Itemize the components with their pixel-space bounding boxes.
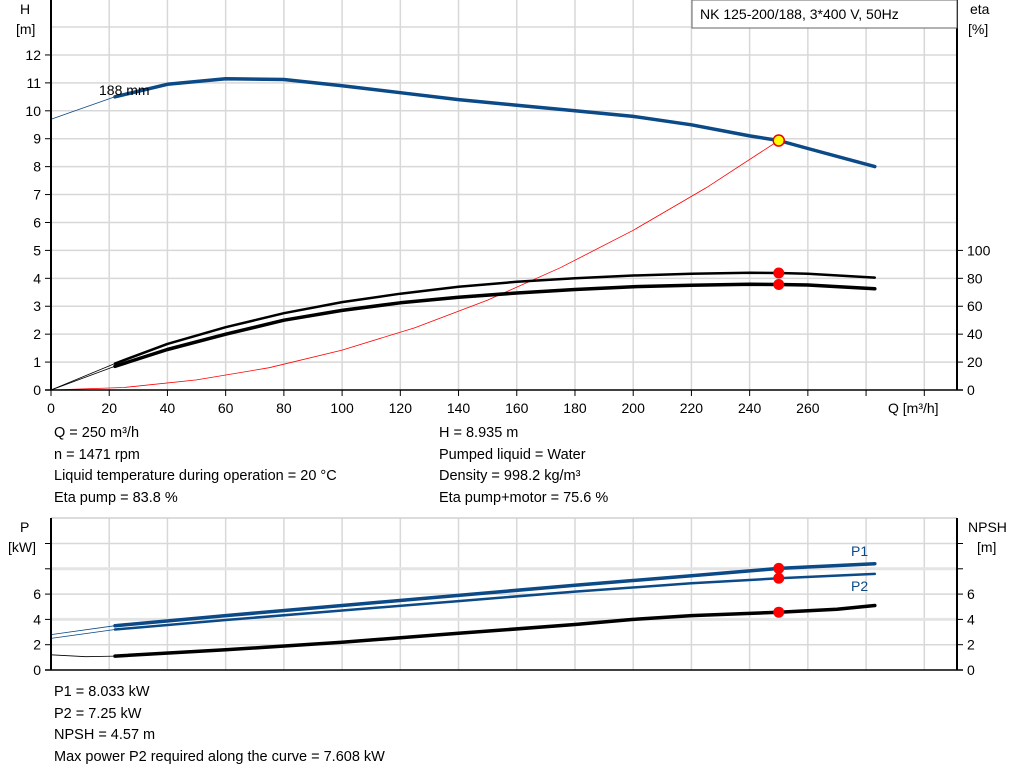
operating-point <box>772 134 785 147</box>
npsh-curve <box>113 603 877 658</box>
x-tick-label: 20 <box>101 400 117 416</box>
y-label-h-unit: [m] <box>16 21 35 37</box>
y-label-npsh-unit: [m] <box>977 539 996 555</box>
y-tick-label: 8 <box>33 159 41 175</box>
y2-tick-label: 60 <box>967 298 983 314</box>
info-eta-pump-motor: Eta pump+motor = 75.6 % <box>439 489 609 506</box>
y-label-p: P <box>20 519 29 535</box>
y2-tick-label: 80 <box>967 270 983 286</box>
info-h: H = 8.935 m <box>439 425 519 441</box>
info-eta-pump: Eta pump = 83.8 % <box>54 489 178 506</box>
x-tick-label: 60 <box>218 400 234 416</box>
y-label-p-unit: [kW] <box>8 539 36 555</box>
p-tick-label: 2 <box>33 637 41 653</box>
eta-pump-extension <box>50 363 116 391</box>
y2-tick-label: 20 <box>967 354 983 370</box>
eta-pump-motor-curve <box>113 282 877 369</box>
y-label-npsh: NPSH <box>968 519 1007 535</box>
info-q: Q = 250 m³/h <box>54 425 140 441</box>
eta-pump-curve <box>113 271 877 365</box>
p1-extension <box>50 625 116 635</box>
p-tick-label: 6 <box>33 586 41 602</box>
y-tick-label: 3 <box>33 298 41 314</box>
chart-title: NK 125-200/188, 3*400 V, 50Hz <box>700 6 899 22</box>
x-tick-label: 260 <box>796 400 820 416</box>
npsh-tick-label: 6 <box>967 586 975 602</box>
operating-point <box>773 606 785 618</box>
x-label: Q [m³/h] <box>888 400 939 416</box>
curves <box>50 76 877 658</box>
x-tick-label: 80 <box>276 400 292 416</box>
head-curve <box>113 76 877 169</box>
info-top-left: Q = 250 m³/h n = 1471 rpm Liquid tempera… <box>54 423 337 509</box>
y-tick-label: 10 <box>25 103 41 119</box>
y-tick-label: 4 <box>33 270 41 286</box>
x-tick-label: 40 <box>160 400 176 416</box>
npsh-tick-label: 0 <box>967 662 975 678</box>
y-tick-label: 11 <box>26 75 41 91</box>
info-npsh: NPSH = 4.57 m <box>54 727 156 743</box>
y-tick-label: 0 <box>33 382 41 398</box>
p-tick-label: 4 <box>33 611 41 627</box>
y-tick-label: 5 <box>33 242 41 258</box>
y-label-eta-unit: [%] <box>968 21 988 37</box>
p-tick-label: 0 <box>33 662 41 678</box>
y2-tick-label: 0 <box>967 382 975 398</box>
y-tick-label: 12 <box>25 47 41 63</box>
x-tick-label: 100 <box>330 400 354 416</box>
p1-curve <box>113 561 877 628</box>
info-bottom: P1 = 8.033 kW P2 = 7.25 kW NPSH = 4.57 m… <box>54 682 385 768</box>
y-label-eta: eta <box>970 1 990 17</box>
x-tick-label: 200 <box>622 400 646 416</box>
p2-curve <box>113 572 877 631</box>
x-tick-label: 0 <box>47 400 55 416</box>
operating-point <box>773 572 785 584</box>
x-tick-label: 120 <box>389 400 413 416</box>
operating-point <box>773 562 785 574</box>
system-curve <box>50 140 780 391</box>
npsh-extension <box>50 654 116 658</box>
y-tick-label: 7 <box>33 187 41 203</box>
x-tick-label: 220 <box>680 400 704 416</box>
x-tick-label: 180 <box>563 400 587 416</box>
y-tick-label: 1 <box>33 354 41 370</box>
head-extension <box>50 96 116 120</box>
operating-point <box>773 267 785 279</box>
axes: 0 20 40 60 80 100 120 140 160 180 200 220 240 2600123… <box>25 0 991 678</box>
p2-extension <box>50 629 116 639</box>
info-p2: P2 = 7.25 kW <box>54 705 142 722</box>
npsh-tick-label: 4 <box>967 611 975 627</box>
y-tick-label: 9 <box>33 131 41 147</box>
operating-point <box>773 278 785 290</box>
x-tick-label: 140 <box>447 400 471 416</box>
info-max-p2: Max power P2 required along the curve = … <box>54 748 385 765</box>
y2-tick-label: 40 <box>967 326 983 342</box>
npsh-tick-label: 2 <box>967 637 975 653</box>
info-n: n = 1471 rpm <box>54 446 140 463</box>
series-label-p2: P2 <box>851 578 868 594</box>
eta-pump-motor-extension <box>50 365 116 391</box>
title-box <box>691 0 958 29</box>
y-tick-label: 2 <box>33 326 41 342</box>
info-density: Density = 998.2 kg/m³ <box>439 468 581 484</box>
curve-label-188mm: 188 mm <box>99 82 150 98</box>
info-temp: Liquid temperature during operation = 20… <box>54 468 337 484</box>
series-label-p1: P1 <box>851 543 868 559</box>
info-p1: P1 = 8.033 kW <box>54 684 150 700</box>
bottom-grid <box>51 517 957 670</box>
x-tick-label: 160 <box>505 400 529 416</box>
info-top-right: H = 8.935 m Pumped liquid = Water Densit… <box>439 423 608 509</box>
y-label-h: H <box>20 1 30 17</box>
top-grid <box>51 0 957 390</box>
info-liquid: Pumped liquid = Water <box>439 446 586 463</box>
y2-tick-label: 100 <box>967 242 991 258</box>
y-tick-label: 6 <box>33 214 41 230</box>
x-tick-label: 240 <box>738 400 762 416</box>
